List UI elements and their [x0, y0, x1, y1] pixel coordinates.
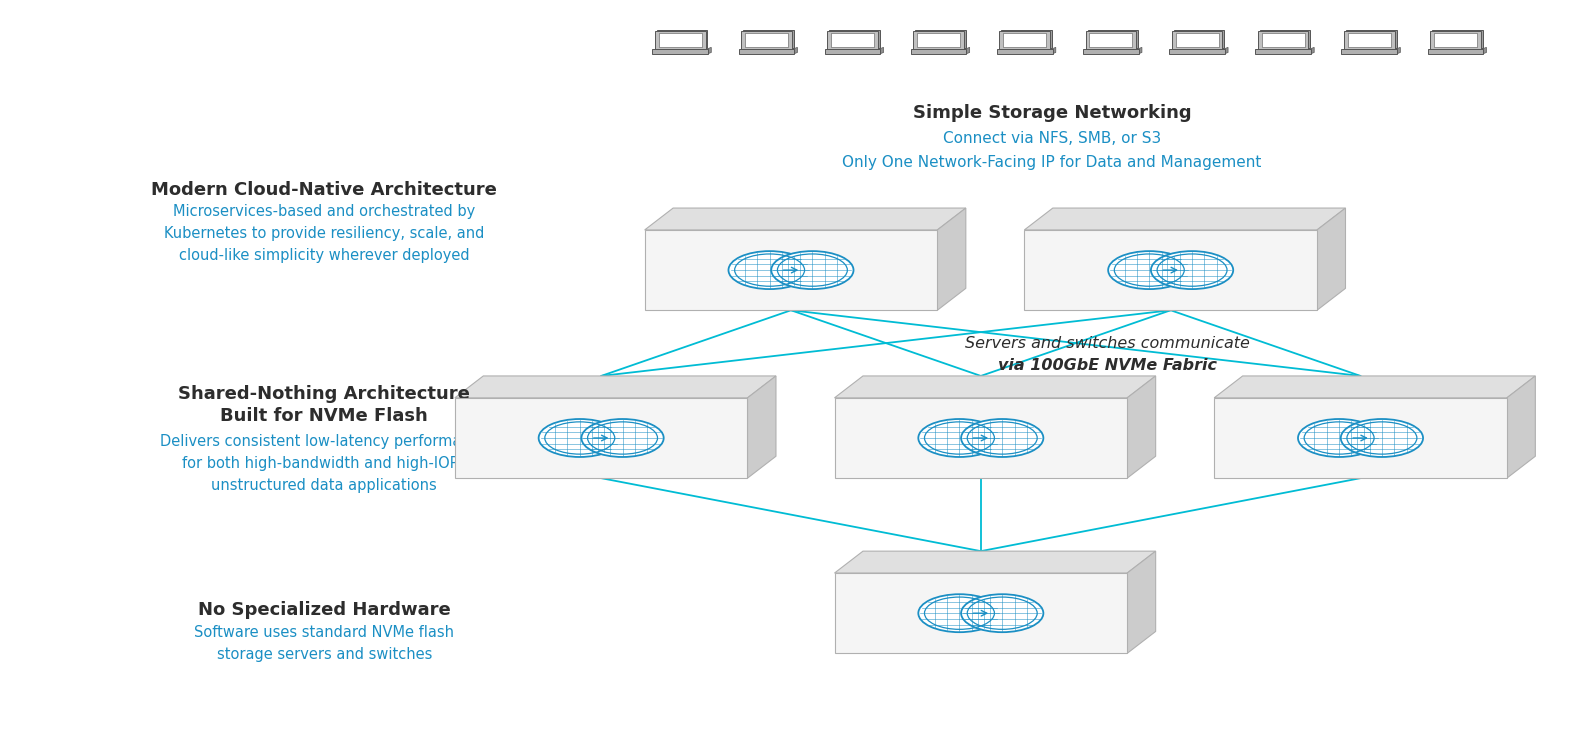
Text: Modern Cloud-Native Architecture: Modern Cloud-Native Architecture: [152, 181, 497, 199]
Text: Built for NVMe Flash: Built for NVMe Flash: [220, 407, 429, 425]
Polygon shape: [1025, 208, 1345, 230]
FancyBboxPatch shape: [1427, 48, 1484, 54]
Polygon shape: [1318, 208, 1345, 310]
FancyBboxPatch shape: [740, 31, 791, 48]
FancyBboxPatch shape: [835, 398, 1126, 478]
FancyBboxPatch shape: [645, 230, 937, 310]
Circle shape: [1342, 419, 1424, 457]
FancyBboxPatch shape: [1172, 31, 1223, 48]
Polygon shape: [645, 208, 965, 230]
Text: via 100GbE NVMe Fabric: via 100GbE NVMe Fabric: [998, 358, 1217, 372]
Polygon shape: [967, 47, 970, 54]
Circle shape: [538, 419, 620, 457]
Polygon shape: [1139, 47, 1142, 54]
Circle shape: [1152, 251, 1234, 289]
Polygon shape: [1126, 376, 1155, 478]
FancyBboxPatch shape: [1025, 230, 1318, 310]
FancyBboxPatch shape: [835, 573, 1126, 653]
Polygon shape: [1311, 47, 1315, 54]
FancyBboxPatch shape: [1175, 33, 1218, 47]
FancyBboxPatch shape: [745, 33, 788, 47]
Polygon shape: [456, 376, 777, 398]
FancyBboxPatch shape: [1169, 48, 1224, 54]
FancyBboxPatch shape: [1215, 398, 1506, 478]
Circle shape: [1297, 419, 1380, 457]
Circle shape: [1107, 251, 1190, 289]
FancyBboxPatch shape: [916, 31, 967, 48]
Circle shape: [962, 419, 1044, 457]
FancyBboxPatch shape: [1000, 31, 1050, 48]
FancyBboxPatch shape: [1432, 31, 1482, 48]
FancyBboxPatch shape: [913, 31, 963, 48]
FancyBboxPatch shape: [1001, 31, 1052, 48]
FancyBboxPatch shape: [744, 31, 794, 48]
FancyBboxPatch shape: [1430, 31, 1481, 48]
FancyBboxPatch shape: [1087, 31, 1137, 48]
Circle shape: [728, 251, 810, 289]
Polygon shape: [1126, 551, 1155, 653]
Polygon shape: [1224, 47, 1228, 54]
Polygon shape: [1484, 47, 1487, 54]
Circle shape: [918, 594, 1000, 632]
FancyBboxPatch shape: [911, 48, 967, 54]
FancyBboxPatch shape: [1003, 33, 1046, 47]
FancyBboxPatch shape: [829, 31, 880, 48]
FancyBboxPatch shape: [827, 31, 878, 48]
Polygon shape: [709, 47, 712, 54]
Text: No Specialized Hardware: No Specialized Hardware: [198, 601, 451, 618]
Text: Microservices-based and orchestrated by
Kubernetes to provide resiliency, scale,: Microservices-based and orchestrated by …: [165, 204, 484, 264]
Text: Only One Network-Facing IP for Data and Management: Only One Network-Facing IP for Data and …: [842, 155, 1262, 169]
FancyBboxPatch shape: [1090, 33, 1133, 47]
FancyBboxPatch shape: [1084, 48, 1139, 54]
Circle shape: [582, 419, 664, 457]
FancyBboxPatch shape: [824, 48, 880, 54]
Polygon shape: [1397, 47, 1400, 54]
FancyBboxPatch shape: [997, 48, 1052, 54]
Polygon shape: [1052, 47, 1055, 54]
Polygon shape: [748, 376, 777, 478]
FancyBboxPatch shape: [1085, 31, 1136, 48]
FancyBboxPatch shape: [1342, 48, 1397, 54]
FancyBboxPatch shape: [1256, 48, 1311, 54]
FancyBboxPatch shape: [655, 31, 706, 48]
Text: Connect via NFS, SMB, or S3: Connect via NFS, SMB, or S3: [943, 131, 1161, 146]
FancyBboxPatch shape: [739, 48, 794, 54]
Circle shape: [962, 594, 1044, 632]
Polygon shape: [1215, 376, 1535, 398]
FancyBboxPatch shape: [1259, 31, 1310, 48]
FancyBboxPatch shape: [1345, 31, 1395, 48]
Polygon shape: [794, 47, 797, 54]
Polygon shape: [835, 551, 1155, 573]
Text: Simple Storage Networking: Simple Storage Networking: [913, 104, 1191, 122]
Polygon shape: [835, 376, 1155, 398]
Circle shape: [918, 419, 1000, 457]
Text: Software uses standard NVMe flash
storage servers and switches: Software uses standard NVMe flash storag…: [195, 626, 454, 662]
Circle shape: [772, 251, 854, 289]
FancyBboxPatch shape: [652, 48, 709, 54]
FancyBboxPatch shape: [1174, 31, 1224, 48]
FancyBboxPatch shape: [918, 33, 960, 47]
Polygon shape: [880, 47, 883, 54]
FancyBboxPatch shape: [1348, 33, 1391, 47]
FancyBboxPatch shape: [1262, 33, 1305, 47]
FancyBboxPatch shape: [658, 33, 702, 47]
FancyBboxPatch shape: [1433, 33, 1478, 47]
Text: Shared-Nothing Architecture: Shared-Nothing Architecture: [179, 385, 470, 403]
Text: Servers and switches communicate: Servers and switches communicate: [965, 336, 1250, 350]
Polygon shape: [937, 208, 965, 310]
Text: Delivers consistent low-latency performance
for both high-bandwidth and high-IOP: Delivers consistent low-latency performa…: [160, 434, 489, 493]
FancyBboxPatch shape: [657, 31, 707, 48]
FancyBboxPatch shape: [831, 33, 873, 47]
Polygon shape: [1506, 376, 1535, 478]
FancyBboxPatch shape: [1258, 31, 1308, 48]
FancyBboxPatch shape: [456, 398, 748, 478]
FancyBboxPatch shape: [1346, 31, 1397, 48]
